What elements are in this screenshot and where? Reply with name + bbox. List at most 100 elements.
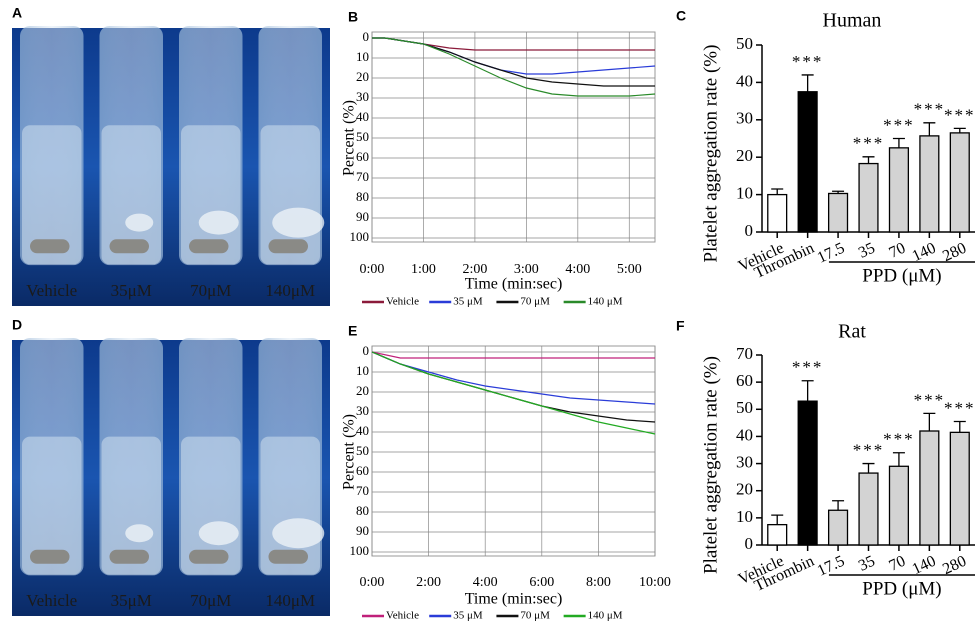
y-tick-label: 0 <box>745 221 754 240</box>
tube-liquid <box>22 125 82 265</box>
bar <box>797 400 818 546</box>
x-axis-label: Time (min:sec) <box>465 276 563 293</box>
x-tick-label: 4:00 <box>565 262 590 277</box>
y-tick-label: 90 <box>356 523 369 538</box>
panel-letter: A <box>12 5 22 21</box>
legend-label: 140 μM <box>588 296 623 308</box>
stir-bar <box>189 549 229 564</box>
significance-label: *** <box>792 52 824 71</box>
legend-label: Vehicle <box>386 610 419 622</box>
stir-bar <box>268 549 308 564</box>
significance-label: *** <box>792 358 824 377</box>
tube-liquid <box>22 436 82 575</box>
photo <box>12 338 330 616</box>
y-tick-label: 30 <box>356 403 369 418</box>
bar <box>767 193 788 233</box>
x-tick-label: 8:00 <box>586 575 611 590</box>
error-bar <box>801 380 814 402</box>
y-tick-label: 30 <box>736 109 753 128</box>
x-tick-label: 35 <box>856 240 878 262</box>
panel-letter: F <box>676 318 685 334</box>
y-tick-label: 50 <box>356 443 369 458</box>
error-bar <box>923 122 936 136</box>
panel-letter: D <box>12 317 22 333</box>
legend-label: Vehicle <box>386 296 419 308</box>
y-tick-label: 40 <box>356 109 369 124</box>
y-tick-label: 30 <box>736 452 753 471</box>
legend-label: 70 μM <box>520 610 550 622</box>
data-line <box>371 351 655 359</box>
x-tick-label: 2:00 <box>462 262 487 277</box>
photo-caption: 70μM <box>190 281 231 300</box>
stir-bar <box>30 239 70 254</box>
group-label: PPD (μM) <box>862 578 941 599</box>
error-bar <box>923 412 936 431</box>
x-tick-label: 70 <box>886 553 908 575</box>
chart-title: Rat <box>838 321 866 343</box>
aggregate <box>272 518 325 549</box>
significance-label: *** <box>914 390 946 409</box>
x-tick-label: 4:00 <box>473 575 498 590</box>
bar <box>827 192 849 233</box>
x-tick-label: 6:00 <box>529 575 554 590</box>
x-tick-label: 2:00 <box>416 575 441 590</box>
y-tick-label: 20 <box>736 480 753 499</box>
panel-letter: E <box>348 323 357 339</box>
bar <box>797 91 818 233</box>
error-bar <box>862 462 875 474</box>
chart-title: Human <box>823 10 882 32</box>
y-tick-label: 0 <box>745 534 754 553</box>
legend-label: 35 μM <box>453 296 483 308</box>
photo-caption: 35μM <box>111 591 152 610</box>
y-tick-label: 0 <box>363 343 370 358</box>
group-label: PPD (μM) <box>862 265 941 286</box>
y-tick-label: 80 <box>356 189 369 204</box>
y-tick-label: 70 <box>736 344 753 363</box>
plot-background <box>371 31 656 243</box>
stir-bar <box>109 239 149 254</box>
legend-label: 70 μM <box>520 296 550 308</box>
data-line <box>372 37 656 97</box>
photo-caption: Vehicle <box>26 591 77 610</box>
x-tick-label: 70 <box>886 240 908 262</box>
y-tick-label: 70 <box>356 169 369 184</box>
plot-background <box>371 345 656 557</box>
error-bar <box>862 156 875 164</box>
y-tick-label: 40 <box>736 425 753 444</box>
y-tick-label: 20 <box>356 69 369 84</box>
y-tick-label: 50 <box>736 398 753 417</box>
y-tick-label: 20 <box>356 383 369 398</box>
photo-caption: 35μM <box>111 281 152 300</box>
stir-bar <box>109 549 149 564</box>
y-tick-label: 10 <box>356 49 369 64</box>
legend-label: 35 μM <box>453 610 483 622</box>
stir-bar <box>30 549 70 564</box>
aggregate <box>125 213 154 232</box>
error-bar <box>771 188 784 195</box>
y-axis-label: Platelet aggregation rate (%) <box>700 45 721 263</box>
x-tick-label: 5:00 <box>617 262 642 277</box>
bar <box>767 523 788 546</box>
y-tick-label: 90 <box>356 209 369 224</box>
error-bar <box>832 190 845 194</box>
x-tick-label: 1:00 <box>411 262 436 277</box>
significance-label: *** <box>853 440 885 459</box>
legend-label: 140 μM <box>588 610 623 622</box>
significance-label: *** <box>883 430 915 449</box>
error-bar <box>892 452 905 467</box>
error-bar <box>953 420 966 433</box>
error-bar <box>832 500 845 511</box>
x-axis-label: Time (min:sec) <box>465 591 563 608</box>
photo <box>12 26 330 306</box>
y-tick-label: 50 <box>736 34 753 53</box>
aggregate <box>272 207 325 238</box>
bar <box>949 132 970 233</box>
photo-caption: 70μM <box>190 591 231 610</box>
bar <box>827 509 849 546</box>
significance-label: *** <box>944 398 976 417</box>
stir-bar <box>268 239 308 254</box>
error-bar <box>892 137 905 148</box>
photo-caption: Vehicle <box>26 281 77 300</box>
y-tick-label: 20 <box>736 146 753 165</box>
